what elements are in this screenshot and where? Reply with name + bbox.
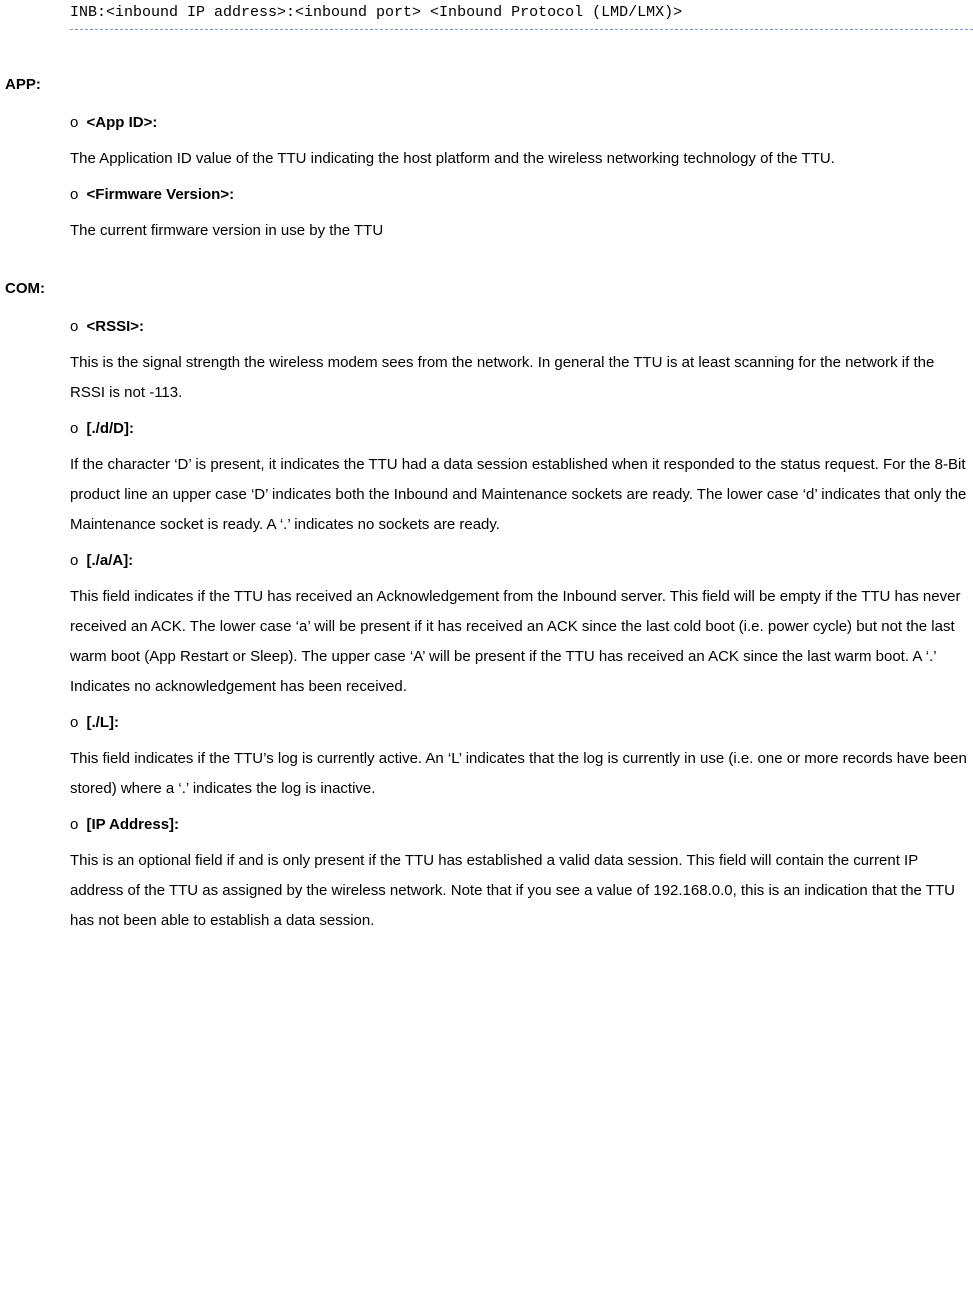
item-body: The Application ID value of the TTU indi… <box>70 144 973 174</box>
item-header: o [./d/D]: <box>70 414 973 444</box>
section-app-label: APP: <box>5 70 973 100</box>
item-prefix: o <box>70 714 78 731</box>
item-d-flag: o [./d/D]: If the character ‘D’ is prese… <box>70 414 973 540</box>
item-body: This field indicates if the TTU’s log is… <box>70 744 973 804</box>
item-label: <App ID>: <box>87 114 158 131</box>
item-l-flag: o [./L]: This field indicates if the TTU… <box>70 708 973 804</box>
item-header: o [IP Address]: <box>70 810 973 840</box>
item-a-flag: o [./a/A]: This field indicates if the T… <box>70 546 973 702</box>
item-body: The current firmware version in use by t… <box>70 216 973 246</box>
item-ip-address: o [IP Address]: This is an optional fiel… <box>70 810 973 936</box>
item-prefix: o <box>70 552 78 569</box>
item-prefix: o <box>70 186 78 203</box>
item-header: o <App ID>: <box>70 108 973 138</box>
item-label: <RSSI>: <box>87 318 145 335</box>
item-firmware-version: o <Firmware Version>: The current firmwa… <box>70 180 973 246</box>
item-label: <Firmware Version>: <box>87 186 235 203</box>
item-label: [./L]: <box>87 714 119 731</box>
item-label: [./a/A]: <box>87 552 134 569</box>
item-header: o <RSSI>: <box>70 312 973 342</box>
item-prefix: o <box>70 420 78 437</box>
code-block: INB:<inbound IP address>:<inbound port> … <box>70 0 973 30</box>
item-header: o <Firmware Version>: <box>70 180 973 210</box>
item-label: [./d/D]: <box>87 420 134 437</box>
item-rssi: o <RSSI>: This is the signal strength th… <box>70 312 973 408</box>
item-body: This is an optional field if and is only… <box>70 846 973 936</box>
item-header: o [./L]: <box>70 708 973 738</box>
item-prefix: o <box>70 114 78 131</box>
item-header: o [./a/A]: <box>70 546 973 576</box>
item-app-id: o <App ID>: The Application ID value of … <box>70 108 973 174</box>
section-com-label: COM: <box>5 274 973 304</box>
item-body: This field indicates if the TTU has rece… <box>70 582 973 702</box>
item-body: This is the signal strength the wireless… <box>70 348 973 408</box>
item-body: If the character ‘D’ is present, it indi… <box>70 450 973 540</box>
item-prefix: o <box>70 318 78 335</box>
item-prefix: o <box>70 816 78 833</box>
item-label: [IP Address]: <box>87 816 180 833</box>
